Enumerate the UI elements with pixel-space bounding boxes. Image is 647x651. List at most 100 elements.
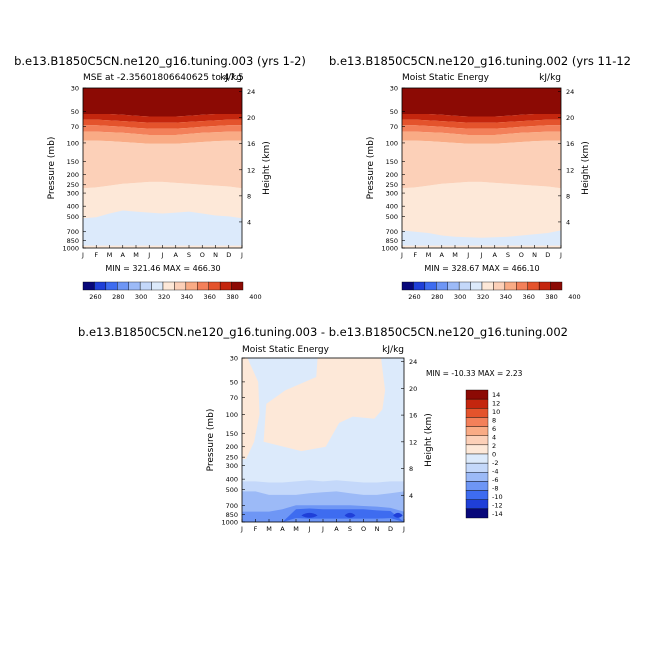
panel-title: b.e13.B1850C5CN.ne120_g16.tuning.002 (yr… (329, 54, 631, 68)
panel-stats: MIN = 321.46 MAX = 466.30 (105, 264, 220, 273)
x-tick-label: J (321, 525, 324, 533)
y-tick-label: 400 (67, 203, 79, 211)
panel-subtitle-left: Moist Static Energy (402, 73, 490, 83)
colorbar-swatch (185, 281, 198, 291)
colorbar-label: 360 (523, 293, 535, 301)
y-tick-label: 50 (390, 108, 398, 116)
x-tick-label: N (375, 525, 380, 533)
axes-group: J F M A M J J A S O N D J305070100150200250300400500… (366, 85, 591, 260)
x-tick-label: J (466, 251, 469, 259)
x-tick-label: M (133, 251, 139, 259)
x-tick-label: F (413, 251, 417, 259)
y-right-tick-label: 16 (247, 140, 255, 148)
colorbar-label: -8 (492, 485, 498, 493)
y-tick-label: 100 (67, 139, 79, 147)
colorbar-label: 380 (545, 293, 557, 301)
x-tick-label: N (532, 251, 537, 259)
x-tick-label: N (213, 251, 218, 259)
colorbar-swatch (465, 462, 489, 473)
x-tick-label: M (426, 251, 432, 259)
y-right-tick-label: 16 (566, 140, 574, 148)
y-axis-label: Pressure (mb) (47, 137, 57, 200)
contour-band (242, 358, 260, 459)
colorbar-label: -14 (492, 510, 503, 518)
y-right-tick-label: 20 (566, 114, 574, 122)
panel-subtitle-right: kJ/kg (382, 345, 404, 355)
colorbar-label: 260 (408, 293, 420, 301)
colorbar-swatch (436, 281, 448, 291)
colorbar-swatch (465, 417, 489, 427)
contour-band (242, 508, 404, 522)
colorbar-label: 340 (500, 293, 512, 301)
y-tick-label: 700 (67, 228, 79, 236)
colorbar-label: 320 (158, 293, 170, 301)
x-tick-label: J (480, 251, 483, 259)
colorbar-swatch (504, 281, 517, 291)
y-tick-label: 150 (386, 158, 398, 166)
x-tick-label: M (266, 525, 272, 533)
colorbar-label: 300 (135, 293, 147, 301)
panel-stats: MIN = -10.33 MAX = 2.23 (426, 369, 523, 378)
y-tick-label: 850 (386, 237, 398, 245)
x-tick-label: J (559, 251, 562, 259)
colorbar-label: -10 (492, 493, 503, 501)
colorbar-swatch (174, 281, 187, 291)
y-tick-label: 300 (386, 190, 398, 198)
y-tick-label: 400 (226, 476, 238, 484)
colorbar-swatch (465, 472, 489, 482)
colorbar-swatch (465, 481, 489, 491)
panel-subtitle-right: kJ/kg (220, 73, 242, 83)
y-tick-label: 150 (226, 430, 238, 438)
x-tick-label: D (388, 525, 393, 533)
x-tick-label: F (94, 251, 98, 259)
y-tick-label: 400 (386, 203, 398, 211)
y-tick-label: 500 (67, 213, 79, 221)
y-tick-label: 200 (67, 171, 79, 179)
colorbar-swatch (550, 281, 563, 291)
y-right-tick-label: 20 (409, 385, 417, 393)
contour-band (393, 512, 403, 518)
x-tick-label: A (493, 251, 498, 259)
contour-band (402, 114, 561, 123)
colorbar-swatch (162, 281, 175, 291)
y-axis-label: Pressure (mb) (366, 137, 376, 200)
y-right-tick-label: 4 (566, 218, 570, 226)
x-tick-label: A (174, 251, 179, 259)
colorbar-label: 340 (181, 293, 193, 301)
y-right-tick-label: 12 (247, 166, 255, 174)
y-right-tick-label: 12 (409, 438, 417, 446)
colorbar-swatch (413, 281, 426, 291)
colorbar-swatch (465, 499, 489, 510)
y-tick-label: 150 (67, 158, 79, 166)
x-tick-label: J (402, 525, 405, 533)
colorbar-label: 260 (89, 293, 101, 301)
contour-band (301, 512, 318, 518)
colorbar-swatch (481, 281, 494, 291)
colorbar-swatch (82, 281, 95, 291)
colorbar-label: 300 (454, 293, 466, 301)
y-tick-label: 500 (386, 213, 398, 221)
colorbar-swatch (538, 281, 551, 291)
colorbar-swatch (139, 281, 152, 291)
y-axis-right-label: Height (km) (581, 141, 591, 195)
y-tick-label: 30 (390, 85, 398, 93)
colorbar-label: 10 (492, 408, 500, 416)
colorbar-swatch (208, 281, 221, 291)
y-right-tick-label: 16 (409, 412, 417, 420)
y-tick-label: 100 (386, 139, 398, 147)
colorbar-label: 0 (492, 451, 496, 459)
colorbar-label: 400 (249, 293, 261, 301)
colorbar-swatch (94, 281, 107, 291)
colorbar-label: 12 (492, 399, 500, 407)
y-tick-label: 50 (71, 108, 79, 116)
colorbar-label: 4 (492, 433, 496, 441)
axes-group: J F M A M J J A S O N D J305070100150200250300400500… (47, 85, 272, 260)
panel-title: b.e13.B1850C5CN.ne120_g16.tuning.003 - b… (78, 325, 568, 339)
y-tick-label: 850 (226, 511, 238, 519)
x-tick-label: M (293, 525, 299, 533)
y-tick-label: 250 (67, 181, 79, 189)
colorbar-swatch (401, 281, 414, 291)
panel-tuning-002: b.e13.B1850C5CN.ne120_g16.tuning.002 (yr… (329, 54, 631, 301)
colorbar-label: 380 (226, 293, 238, 301)
